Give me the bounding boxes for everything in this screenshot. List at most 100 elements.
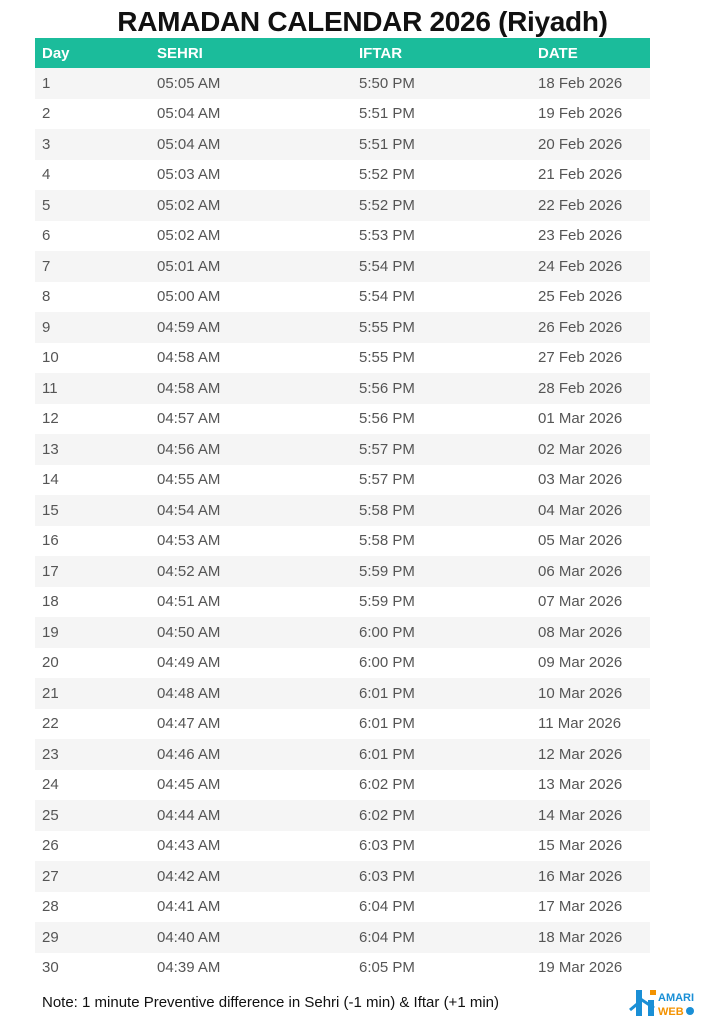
cell-day: 29 bbox=[35, 922, 150, 953]
cell-iftar: 6:01 PM bbox=[352, 739, 531, 770]
cell-day: 25 bbox=[35, 800, 150, 831]
cell-sehri: 04:44 AM bbox=[150, 800, 352, 831]
cell-day: 13 bbox=[35, 434, 150, 465]
cell-sehri: 04:39 AM bbox=[157, 959, 221, 977]
cell-day: 27 bbox=[35, 861, 150, 892]
cell-sehri: 04:45 AM bbox=[157, 776, 221, 794]
cell-iftar: 5:57 PM bbox=[359, 471, 415, 489]
table-row: 30 04:39 AM 6:05 PM 19 Mar 2026 bbox=[35, 953, 650, 984]
cell-iftar: 6:04 PM bbox=[352, 922, 531, 953]
cell-sehri: 04:59 AM bbox=[150, 312, 352, 343]
cell-sehri: 04:58 AM bbox=[150, 373, 352, 404]
cell-iftar: 5:56 PM bbox=[352, 373, 531, 404]
cell-day: 4 bbox=[42, 166, 51, 184]
cell-sehri: 04:51 AM bbox=[157, 593, 221, 611]
cell-sehri: 04:40 AM bbox=[150, 922, 352, 953]
cell-date: 16 Mar 2026 bbox=[531, 861, 650, 892]
cell-day: 14 bbox=[42, 471, 59, 489]
cell-day: 2 bbox=[42, 105, 51, 123]
cell-sehri: 05:05 AM bbox=[150, 68, 352, 99]
cell-date: 22 Feb 2026 bbox=[531, 190, 650, 221]
cell-day: 16 bbox=[42, 532, 59, 550]
cell-date: 17 Mar 2026 bbox=[538, 898, 623, 916]
cell-date: 21 Feb 2026 bbox=[538, 166, 623, 184]
cell-sehri: 04:56 AM bbox=[150, 434, 352, 465]
cell-sehri: 05:02 AM bbox=[157, 227, 221, 245]
table-row: 12 04:57 AM 5:56 PM 01 Mar 2026 bbox=[35, 404, 650, 435]
cell-iftar: 6:01 PM bbox=[359, 715, 415, 733]
cell-date: 15 Mar 2026 bbox=[538, 837, 623, 855]
column-header-day: Day bbox=[35, 38, 150, 68]
cell-iftar: 5:58 PM bbox=[352, 495, 531, 526]
cell-date: 18 Feb 2026 bbox=[531, 68, 650, 99]
cell-date: 20 Feb 2026 bbox=[531, 129, 650, 160]
cell-sehri: 05:01 AM bbox=[150, 251, 352, 282]
table-row: 17 04:52 AM 5:59 PM 06 Mar 2026 bbox=[35, 556, 650, 587]
table-row: 24 04:45 AM 6:02 PM 13 Mar 2026 bbox=[35, 770, 650, 801]
cell-date: 19 Mar 2026 bbox=[538, 959, 623, 977]
table-row: 20 04:49 AM 6:00 PM 09 Mar 2026 bbox=[35, 648, 650, 679]
cell-sehri: 04:52 AM bbox=[150, 556, 352, 587]
cell-day: 8 bbox=[42, 288, 51, 306]
cell-sehri: 04:47 AM bbox=[157, 715, 221, 733]
cell-iftar: 5:51 PM bbox=[352, 129, 531, 160]
table-row: 5 05:02 AM 5:52 PM 22 Feb 2026 bbox=[35, 190, 650, 221]
cell-day: 26 bbox=[42, 837, 59, 855]
table-row: 25 04:44 AM 6:02 PM 14 Mar 2026 bbox=[35, 800, 650, 831]
table-row: 4 05:03 AM 5:52 PM 21 Feb 2026 bbox=[35, 160, 650, 191]
table-row: 22 04:47 AM 6:01 PM 11 Mar 2026 bbox=[35, 709, 650, 740]
table-row: 29 04:40 AM 6:04 PM 18 Mar 2026 bbox=[35, 922, 650, 953]
cell-day: 10 bbox=[42, 349, 59, 367]
cell-iftar: 5:54 PM bbox=[352, 251, 531, 282]
table-row: 10 04:58 AM 5:55 PM 27 Feb 2026 bbox=[35, 343, 650, 374]
table-row: 2 05:04 AM 5:51 PM 19 Feb 2026 bbox=[35, 99, 650, 130]
cell-day: 6 bbox=[42, 227, 51, 245]
cell-day: 30 bbox=[42, 959, 59, 977]
cell-sehri: 05:00 AM bbox=[157, 288, 221, 306]
cell-iftar: 5:51 PM bbox=[359, 105, 415, 123]
table-row: 15 04:54 AM 5:58 PM 04 Mar 2026 bbox=[35, 495, 650, 526]
cell-sehri: 04:48 AM bbox=[150, 678, 352, 709]
table-row: 28 04:41 AM 6:04 PM 17 Mar 2026 bbox=[35, 892, 650, 923]
cell-iftar: 5:57 PM bbox=[352, 434, 531, 465]
cell-iftar: 6:02 PM bbox=[352, 800, 531, 831]
cell-day: 1 bbox=[35, 68, 150, 99]
table-row: 14 04:55 AM 5:57 PM 03 Mar 2026 bbox=[35, 465, 650, 496]
cell-sehri: 04:43 AM bbox=[157, 837, 221, 855]
table-row: 8 05:00 AM 5:54 PM 25 Feb 2026 bbox=[35, 282, 650, 313]
table-row: 18 04:51 AM 5:59 PM 07 Mar 2026 bbox=[35, 587, 650, 618]
cell-iftar: 6:02 PM bbox=[359, 776, 415, 794]
cell-date: 28 Feb 2026 bbox=[531, 373, 650, 404]
cell-date: 12 Mar 2026 bbox=[531, 739, 650, 770]
cell-iftar: 6:05 PM bbox=[359, 959, 415, 977]
hamariweb-logo: AMARI WEB bbox=[629, 990, 694, 1018]
column-header-date: DATE bbox=[531, 38, 650, 68]
cell-day: 7 bbox=[35, 251, 150, 282]
cell-date: 03 Mar 2026 bbox=[538, 471, 623, 489]
cell-day: 22 bbox=[42, 715, 59, 733]
cell-date: 02 Mar 2026 bbox=[531, 434, 650, 465]
cell-iftar: 5:50 PM bbox=[352, 68, 531, 99]
cell-date: 25 Feb 2026 bbox=[538, 288, 623, 306]
cell-iftar: 5:56 PM bbox=[359, 410, 415, 428]
cell-day: 12 bbox=[42, 410, 59, 428]
page-title: RAMADAN CALENDAR 2026 (Riyadh) bbox=[117, 6, 608, 37]
cell-iftar: 5:52 PM bbox=[359, 166, 415, 184]
cell-day: 24 bbox=[42, 776, 59, 794]
column-header-iftar: IFTAR bbox=[352, 38, 531, 68]
cell-date: 09 Mar 2026 bbox=[538, 654, 623, 672]
cell-day: 3 bbox=[35, 129, 150, 160]
table-row: 9 04:59 AM 5:55 PM 26 Feb 2026 bbox=[35, 312, 650, 343]
cell-date: 13 Mar 2026 bbox=[538, 776, 623, 794]
cell-iftar: 5:58 PM bbox=[359, 532, 415, 550]
cell-date: 23 Feb 2026 bbox=[538, 227, 623, 245]
table-row: 7 05:01 AM 5:54 PM 24 Feb 2026 bbox=[35, 251, 650, 282]
table-row: 23 04:46 AM 6:01 PM 12 Mar 2026 bbox=[35, 739, 650, 770]
cell-day: 18 bbox=[42, 593, 59, 611]
svg-text:AMARI: AMARI bbox=[658, 992, 694, 1004]
table-row: 11 04:58 AM 5:56 PM 28 Feb 2026 bbox=[35, 373, 650, 404]
cell-day: 19 bbox=[35, 617, 150, 648]
note-text: Note: 1 minute Preventive difference in … bbox=[42, 994, 499, 1011]
cell-sehri: 05:04 AM bbox=[150, 129, 352, 160]
cell-iftar: 5:55 PM bbox=[352, 312, 531, 343]
